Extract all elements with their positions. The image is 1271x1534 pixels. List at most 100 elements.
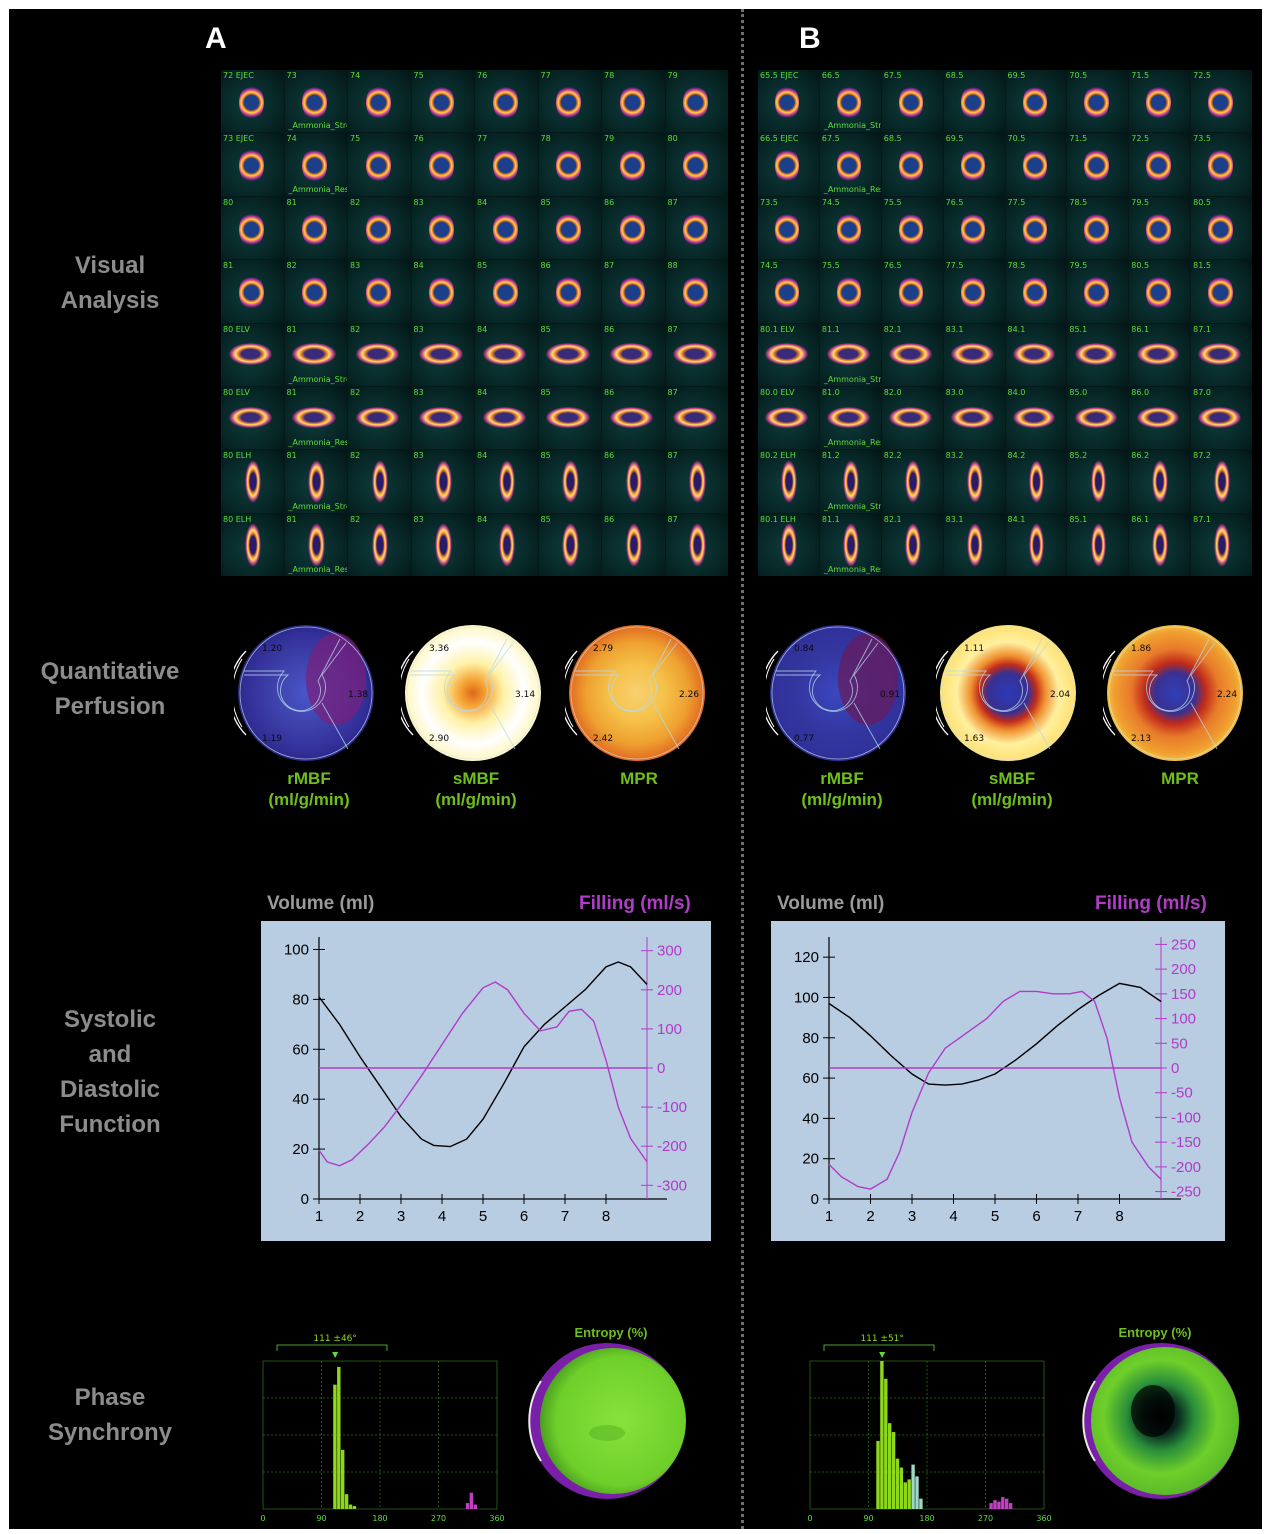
myocardium-ring	[1022, 148, 1047, 184]
scan-tile-label: 81.0	[821, 387, 840, 397]
histogram-x-tick-label: 90	[863, 1514, 873, 1523]
scan-tile: 74 _Ammonia_Res	[284, 133, 347, 196]
scan-tile-label: 69.5	[1007, 71, 1026, 80]
scan-tile-label: 88	[667, 261, 678, 271]
myocardium-ring	[244, 459, 261, 504]
histogram-bar	[473, 1504, 477, 1509]
scan-tile: 70.5	[1067, 70, 1129, 133]
caption-b-smbf: sMBF (ml/g/min)	[971, 769, 1053, 809]
myocardium-ring	[1022, 84, 1047, 120]
x-tick-label: 5	[991, 1208, 999, 1225]
scan-tile: 80	[665, 133, 728, 196]
scan-tile: 76	[475, 70, 538, 133]
myocardium-ring	[365, 148, 391, 184]
caption-a-smbf: sMBF (ml/g/min)	[435, 769, 517, 809]
scan-tile: 82.0	[881, 386, 943, 450]
scan-tile-label: 68.5	[883, 134, 902, 144]
scan-series-label: _Ammonia_Stre	[288, 501, 348, 511]
scan-tile: 87.2	[1191, 450, 1252, 513]
scan-tile-label: 80.1 ELV	[760, 324, 795, 334]
myocardium-ring	[625, 522, 642, 567]
scan-tile: 85	[538, 323, 601, 386]
histogram-bar	[911, 1464, 915, 1509]
scan-tile-label: 83.1	[945, 324, 964, 334]
row-label-phase-synchrony: Phase Synchrony	[47, 1384, 173, 1446]
chart-b-right-title: Filling (ml/s)	[1095, 893, 1207, 914]
scan-tile-label: 74.5	[821, 197, 840, 207]
phase-histogram-b: 0 90 180 270 360 111 ±51°	[807, 1334, 1051, 1523]
scan-tile-label: 81.1	[821, 324, 840, 334]
histogram-x-tick-label: 270	[978, 1514, 993, 1523]
histogram-x-tick-label: 90	[316, 1514, 326, 1523]
myocardium-ring	[429, 211, 454, 247]
myocardium-ring	[836, 211, 862, 247]
scan-tile: 84	[475, 196, 538, 260]
scan-tile: 82	[348, 386, 411, 450]
scan-tile: 82	[348, 450, 411, 513]
scan-tile-label: 67.5	[821, 134, 840, 144]
scan-tile-label: 86	[540, 261, 551, 271]
scan-tile: 87.1	[1191, 513, 1252, 576]
y-right-tick-label: -100	[657, 1099, 687, 1116]
scan-tile: 78	[602, 70, 665, 133]
scan-tile: 82	[348, 513, 411, 576]
scan-tile: 79	[602, 133, 665, 196]
scan-tile: 85.1	[1067, 323, 1129, 386]
myocardium-ring	[775, 211, 800, 247]
scan-tile: 84	[475, 450, 538, 513]
y-left-tick-label: 80	[292, 991, 309, 1008]
myocardium-ring	[683, 84, 708, 120]
myocardium-ring	[1214, 522, 1231, 567]
scan-tile-label: 85.2	[1069, 451, 1088, 461]
myocardium-ring	[1146, 275, 1171, 311]
polar-value-label: 3.14	[515, 690, 535, 700]
myocardium-ring	[689, 459, 706, 504]
y-right-tick-label: 200	[657, 982, 682, 999]
scan-tile-label: 73.5	[1193, 134, 1211, 144]
scan-tile-label: 80 ELV	[223, 324, 250, 334]
y-right-tick-label: -150	[1171, 1134, 1201, 1151]
scan-tile-label: 84	[413, 261, 424, 271]
myocardium-ring	[898, 148, 924, 184]
histogram-x-tick-label: 360	[1036, 1514, 1051, 1523]
scan-tile: 71.5	[1129, 70, 1191, 133]
scan-tile-label: 81	[286, 197, 297, 207]
histogram-peak-marker	[879, 1352, 886, 1358]
myocardium-ring	[1208, 211, 1233, 247]
polar-value-label: 1.20	[262, 644, 282, 654]
scan-tile: 76	[411, 133, 474, 196]
scan-tile-label: 81.2	[821, 451, 840, 461]
volume-curve	[828, 982, 1162, 1086]
scan-tile-label: 83	[413, 514, 424, 524]
scan-tile-label: 73.5	[760, 197, 778, 207]
myocardium-ring	[238, 84, 264, 120]
myocardium-ring	[492, 84, 518, 120]
scan-tile: 73.5	[758, 196, 819, 260]
scan-tile-label: 77.5	[1007, 197, 1026, 207]
scan-series-label: _Ammonia_Stre	[823, 501, 881, 511]
scan-tile: 81.1 _Ammonia_Stre	[819, 323, 881, 386]
scan-tile-label: 80	[667, 134, 678, 144]
histogram-title: 111 ±51°	[860, 1334, 904, 1344]
myocardium-ring	[898, 275, 924, 311]
scan-tile: 84.1	[1005, 323, 1067, 386]
scan-tile: 76.5	[881, 260, 943, 323]
myocardium-ring	[1146, 148, 1171, 184]
scan-tile-label: 85	[540, 197, 551, 207]
y-right-tick-label: 100	[1171, 1011, 1196, 1028]
myocardium-ring	[355, 406, 400, 429]
scan-tile-label: 66.5 EJEC	[760, 134, 799, 144]
y-left-tick-label: 120	[794, 949, 819, 966]
polar-value-label: 2.04	[1050, 690, 1070, 700]
scan-tile: 73 EJEC	[221, 133, 284, 196]
scan-tile-label: 81	[286, 324, 297, 334]
histogram-bar	[989, 1503, 993, 1509]
scan-tile-label: 84	[477, 451, 488, 461]
myocardium-ring	[609, 406, 654, 429]
scan-tile-label: 82	[350, 324, 361, 334]
myocardium-ring	[1090, 522, 1107, 567]
myocardium-ring	[619, 211, 645, 247]
polar-value-label: 2.24	[1217, 690, 1237, 700]
myocardium-ring	[308, 522, 325, 567]
histogram-bar	[899, 1467, 904, 1509]
